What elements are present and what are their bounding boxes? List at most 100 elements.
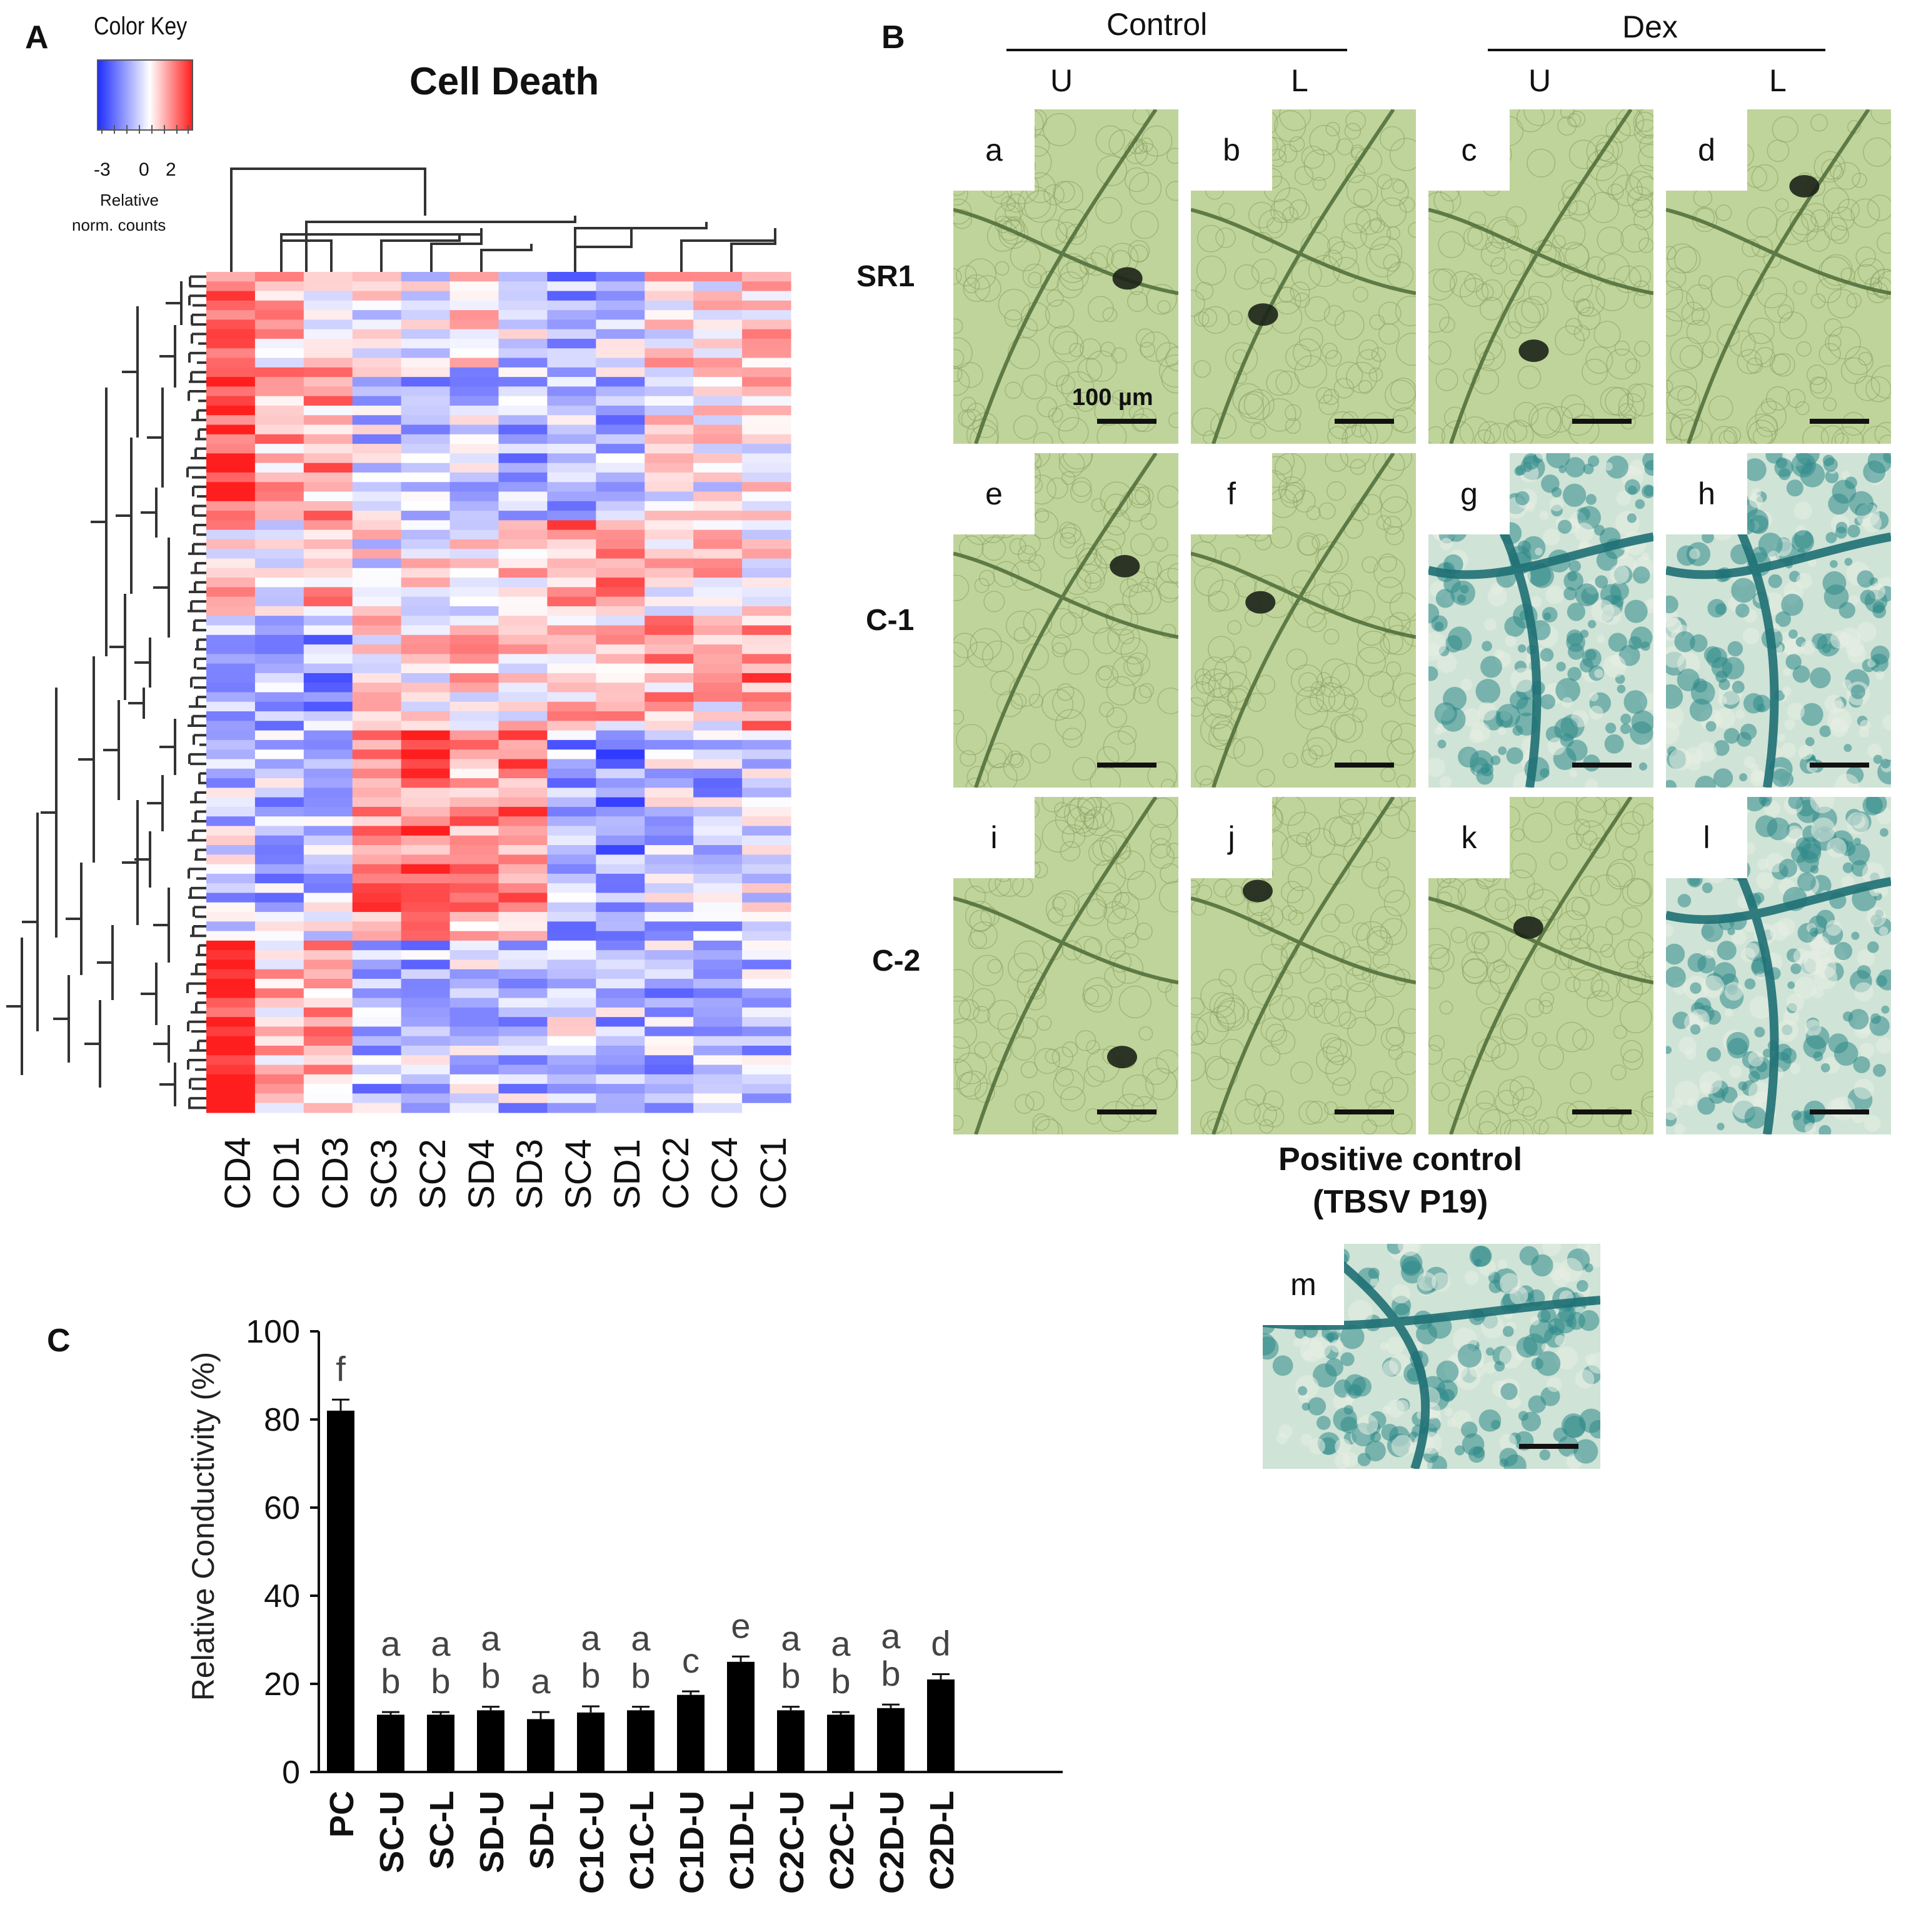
heatmap-cell — [206, 644, 256, 654]
significance-letter: a — [481, 1619, 501, 1658]
heatmap-cell — [206, 788, 256, 798]
heatmap-cell — [303, 739, 353, 750]
heatmap-cell — [352, 1103, 402, 1113]
y-tick-label: 20 — [264, 1666, 300, 1703]
heatmap-cell — [449, 472, 499, 483]
heatmap-cell — [449, 940, 499, 951]
group-line-control — [1006, 49, 1347, 51]
heatmap-cell — [449, 634, 499, 645]
heatmap-cell — [401, 1007, 451, 1018]
heatmap-cell — [693, 873, 743, 884]
heatmap-cell — [498, 558, 548, 569]
heatmap-cell — [693, 912, 743, 922]
heatmap-cell — [498, 1017, 548, 1028]
micrograph-tile: f — [1191, 453, 1416, 788]
heatmap-cell — [254, 902, 304, 913]
heatmap-cell — [547, 950, 596, 961]
heatmap-cell — [254, 797, 304, 808]
x-category-label: C1C-L — [623, 1791, 661, 1890]
heatmap-cell — [303, 759, 353, 769]
heatmap-cell — [596, 873, 645, 884]
heatmap-cell — [742, 520, 791, 531]
heatmap-cell — [498, 873, 548, 884]
color-key-tick-low: -3 — [94, 159, 111, 180]
heatmap-cell — [254, 329, 304, 339]
heatmap-column-label: CD1 — [266, 1136, 307, 1209]
heatmap-cell — [498, 1064, 548, 1075]
heatmap-cell — [449, 1036, 499, 1046]
heatmap-cell — [352, 835, 402, 846]
heatmap-cell — [401, 739, 451, 750]
heatmap-cell — [693, 377, 743, 388]
heatmap-cell — [596, 511, 645, 521]
heatmap-cell — [254, 721, 304, 731]
heatmap-cell — [596, 1007, 645, 1018]
heatmap-cell — [254, 367, 304, 378]
heatmap-cell — [742, 788, 791, 798]
heatmap-cell — [498, 1036, 548, 1046]
heatmap-cell — [693, 893, 743, 903]
heatmap-cell — [352, 873, 402, 884]
heatmap-cell — [449, 873, 499, 884]
heatmap-cell — [693, 1084, 743, 1094]
micrograph-tile: g — [1428, 453, 1653, 788]
heatmap-cell — [498, 310, 548, 321]
heatmap-cell — [547, 396, 596, 406]
heatmap-cell — [547, 319, 596, 330]
heatmap-cell — [303, 377, 353, 388]
heatmap-cell — [254, 463, 304, 473]
heatmap-cell — [547, 520, 596, 531]
heatmap-cell — [498, 463, 548, 473]
heatmap-cell — [254, 1084, 304, 1094]
heatmap-cell — [206, 319, 256, 330]
heatmap-cell — [303, 940, 353, 951]
heatmap-cell — [693, 1103, 743, 1113]
heatmap-cell — [547, 883, 596, 894]
x-category-label: C2D-L — [923, 1791, 961, 1890]
x-category-label: C1D-L — [723, 1791, 761, 1890]
heatmap-cell — [498, 711, 548, 721]
heatmap-cell — [303, 501, 353, 511]
heatmap-column-label: SD1 — [607, 1139, 648, 1209]
heatmap-cell — [645, 683, 694, 693]
heatmap-cell — [596, 1055, 645, 1066]
heatmap-cell — [449, 721, 499, 731]
heatmap-cell — [206, 549, 256, 559]
heatmap-cell — [254, 300, 304, 311]
heatmap-cell — [303, 520, 353, 531]
column-label-control-l: L — [1291, 63, 1308, 98]
heatmap-cell — [303, 806, 353, 817]
heatmap-cell — [498, 902, 548, 913]
heatmap-cell — [254, 998, 304, 1008]
heatmap-cell — [498, 912, 548, 922]
heatmap-cell — [303, 596, 353, 607]
heatmap-cell — [401, 778, 451, 788]
heatmap-cell — [596, 739, 645, 750]
heatmap-cell — [596, 1093, 645, 1104]
heatmap-cell — [596, 1064, 645, 1075]
heatmap-cell — [449, 529, 499, 540]
heatmap-cell — [352, 663, 402, 674]
heatmap-cell — [206, 883, 256, 894]
heatmap-cell — [303, 1007, 353, 1018]
heatmap-cell — [449, 1093, 499, 1104]
heatmap-cell — [206, 1017, 256, 1028]
heatmap-cell — [547, 854, 596, 865]
heatmap-cell — [742, 806, 791, 817]
heatmap-cell — [254, 396, 304, 406]
row-dendrogram — [6, 275, 206, 1109]
heatmap-cell — [547, 482, 596, 493]
heatmap-cell — [498, 683, 548, 693]
heatmap-cell — [596, 1084, 645, 1094]
scale-bar — [1810, 763, 1869, 768]
heatmap-cell — [303, 1074, 353, 1084]
heatmap-cell — [206, 558, 256, 569]
y-tick-label: 60 — [264, 1490, 300, 1526]
heatmap-cell — [742, 759, 791, 769]
heatmap-cell — [401, 749, 451, 760]
heatmap-cell — [254, 969, 304, 979]
heatmap-cell — [498, 415, 548, 426]
heatmap-cell — [352, 1093, 402, 1104]
row-label-sr1: SR1 — [856, 260, 915, 293]
heatmap-cell — [206, 1026, 256, 1037]
